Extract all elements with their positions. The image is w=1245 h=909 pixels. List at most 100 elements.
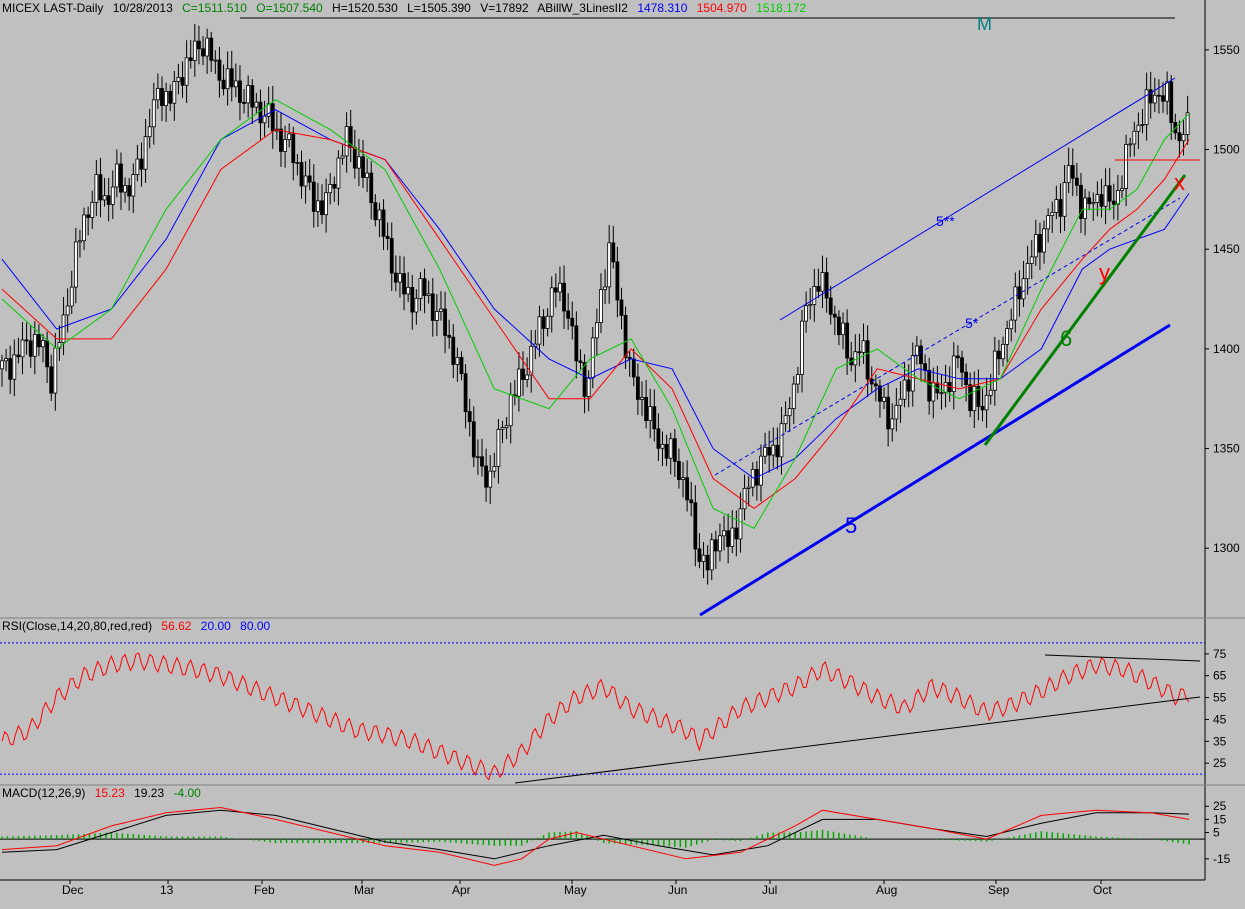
candle-body [1083, 197, 1087, 219]
time-tick-label: Feb [254, 883, 275, 897]
candle-body [599, 289, 603, 324]
candle-body [422, 278, 427, 296]
rsi-high: 80.00 [240, 619, 271, 633]
candle-body [1161, 95, 1165, 102]
price-header: MICEX LAST-Daily 10/28/2013 C=1511.510 O… [2, 1, 812, 15]
candle-body [914, 345, 919, 357]
candle-body [615, 261, 620, 301]
annotation-6: 6 [1060, 326, 1072, 351]
indicator-label: ABillW_3LinesII2 [537, 1, 628, 15]
price-tick-label: 1350 [1213, 442, 1240, 456]
rsi-tick-label: 25 [1213, 756, 1227, 770]
annotation-x: x [1174, 170, 1185, 195]
candle-body [414, 297, 419, 313]
candle-body [955, 355, 960, 359]
rsi-low: 20.00 [200, 619, 231, 633]
candle-body [61, 314, 66, 343]
candle-body [1165, 81, 1170, 102]
candle-body [1177, 132, 1182, 142]
candle-body [500, 427, 505, 430]
annotation-y: y [1099, 260, 1110, 285]
candle-body [246, 85, 251, 104]
candle-body [139, 158, 144, 170]
candle-body [1046, 215, 1051, 230]
candle-body [8, 358, 13, 380]
candle-body [1009, 319, 1014, 330]
candle-body [923, 363, 927, 371]
candle-body [385, 235, 390, 239]
candle-body [841, 322, 845, 336]
candle-body [812, 286, 817, 305]
candle-body [1111, 200, 1116, 205]
candle-body [98, 174, 103, 201]
candle-body [1152, 94, 1157, 104]
candle-body [488, 470, 493, 488]
candle-body [529, 345, 534, 376]
candle-body [1058, 199, 1063, 217]
candle-body [804, 305, 808, 322]
candle-body [709, 539, 714, 571]
candle-body [492, 465, 497, 472]
candle-body [1042, 228, 1046, 253]
candle-body [558, 282, 562, 293]
candle-body [102, 195, 107, 201]
macd-signal-value: 19.23 [134, 786, 165, 800]
candle-body [1005, 328, 1010, 345]
candle-body [886, 396, 891, 430]
candle-body [734, 527, 739, 540]
candle-body [1115, 190, 1120, 205]
time-tick-label: Jun [668, 883, 687, 897]
candle-body [361, 156, 365, 178]
candle-body [648, 406, 653, 421]
candle-body [984, 394, 989, 411]
time-tick-label: May [564, 883, 587, 897]
candle-body [229, 68, 234, 88]
macd-hist-value: -4.00 [173, 786, 201, 800]
candle-body [1185, 112, 1190, 135]
rsi-tick-label: 55 [1213, 691, 1227, 705]
ma-blue-line [1, 109, 1190, 480]
candle-body [340, 155, 345, 159]
candle-body [808, 304, 813, 307]
candle-body [644, 397, 648, 421]
candle-body [135, 158, 140, 175]
candle-body [172, 81, 177, 104]
candle-body [1099, 194, 1104, 207]
macd-header: MACD(12,26,9) 15.23 19.23 -4.00 [2, 786, 207, 800]
candle-body [603, 286, 607, 290]
trendline-5-double-star [779, 77, 1176, 321]
candle-body [439, 308, 443, 312]
rsi-trendline-low [514, 696, 1201, 784]
candle-body [820, 272, 825, 292]
candle-body [250, 85, 255, 108]
candle-body [0, 360, 4, 370]
candle-body [635, 376, 640, 400]
candle-body [389, 238, 394, 274]
candle-body [262, 115, 267, 124]
candle-body [939, 392, 944, 395]
macd-signal-line [1, 809, 1190, 860]
time-tick-label: Mar [354, 883, 375, 897]
candle-body [471, 421, 476, 458]
candle-body [623, 315, 628, 358]
candle-body [832, 313, 837, 318]
candle-body [45, 340, 50, 368]
candle-body [192, 40, 197, 62]
macd-label: MACD(12,26,9) [2, 786, 86, 800]
candle-body [1054, 199, 1059, 213]
candle-body [865, 340, 870, 380]
candle-body [69, 286, 74, 307]
trendline-5 [699, 323, 1171, 617]
candle-body [1124, 144, 1128, 189]
rsi-trendline-high [1044, 654, 1201, 662]
candle-body [525, 374, 530, 380]
annotation-5-double-star: 5** [936, 213, 955, 229]
time-tick-label: Apr [452, 883, 471, 897]
candle-body [1140, 124, 1145, 126]
ma-red-value: 1504.970 [696, 1, 747, 15]
candle-body [320, 200, 324, 216]
candle-body [32, 334, 37, 357]
candle-body [480, 456, 484, 467]
candle-body [861, 340, 866, 353]
